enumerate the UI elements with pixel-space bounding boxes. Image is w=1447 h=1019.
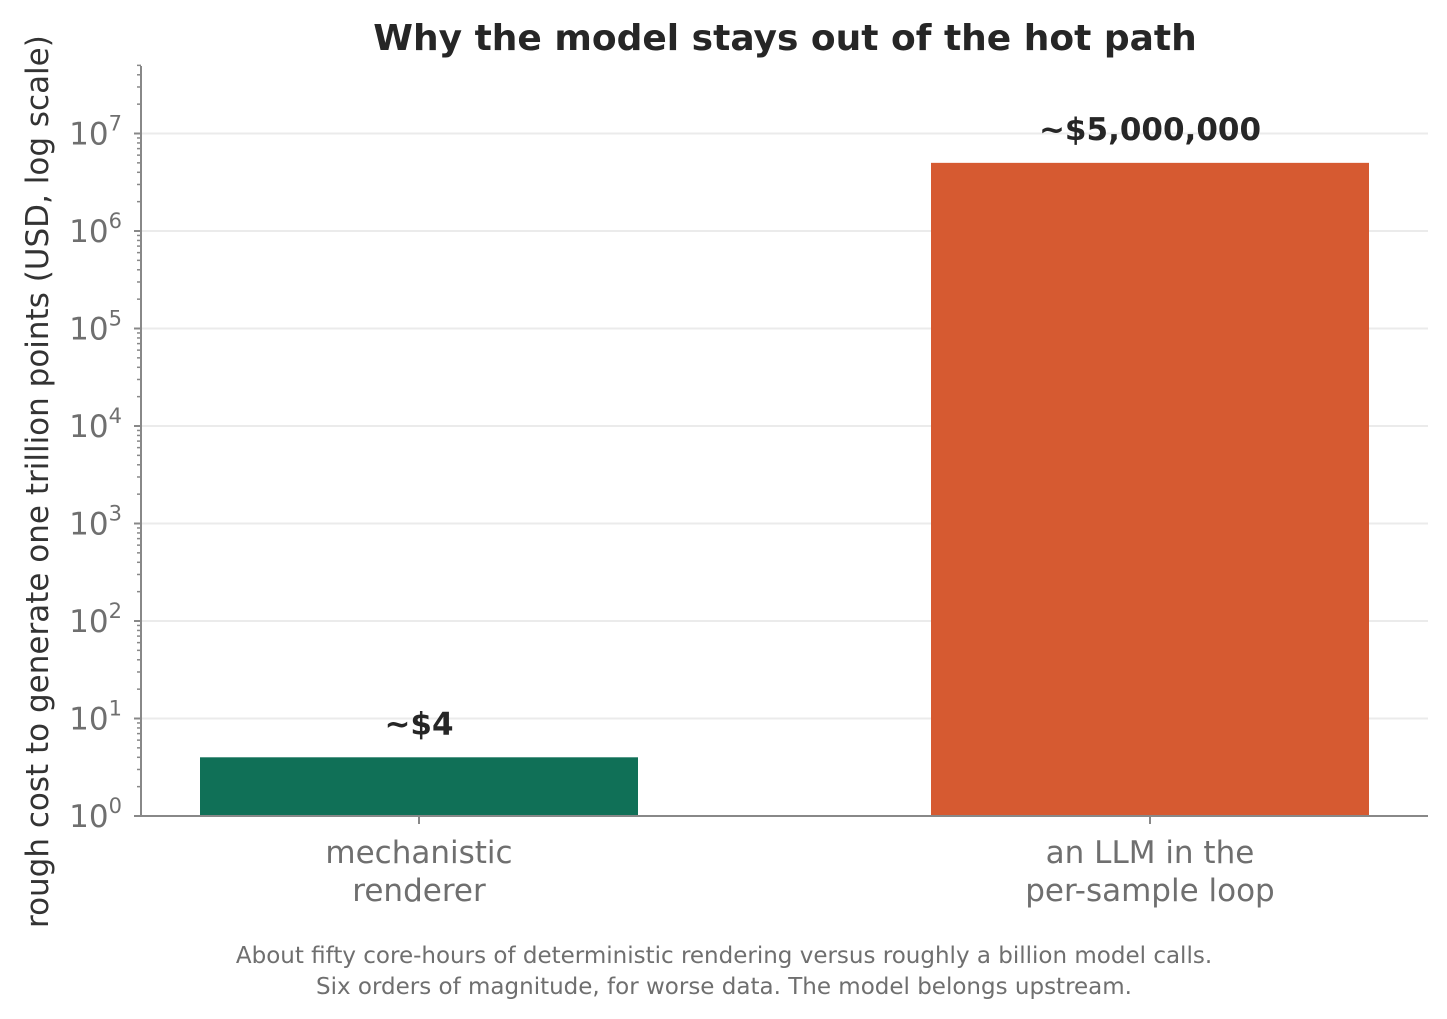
- chart-title: Why the model stays out of the hot path: [373, 18, 1197, 59]
- x-tick-label: mechanistic: [325, 835, 512, 871]
- data-label: ~$5,000,000: [1039, 112, 1261, 148]
- y-tick-label: 103: [69, 502, 122, 543]
- x-tick-label: renderer: [352, 873, 486, 909]
- bars: [200, 162, 1369, 817]
- y-tick-label: 105: [69, 307, 122, 348]
- y-tick-label: 106: [69, 209, 122, 250]
- grid-lines: [141, 132, 1428, 720]
- y-tick-label: 102: [69, 599, 122, 640]
- x-tick-label: an LLM in the: [1046, 835, 1255, 871]
- data-label: ~$4: [384, 706, 453, 742]
- data-labels: ~$4 ~$5,000,000: [384, 112, 1261, 742]
- bar: [200, 757, 638, 816]
- caption: About fifty core-hours of deterministic …: [236, 943, 1212, 1000]
- y-tick-label: 100: [69, 794, 122, 835]
- y-tick-label: 107: [69, 112, 122, 153]
- bar: [931, 162, 1369, 817]
- caption-line-2: Six orders of magnitude, for worse data.…: [316, 974, 1132, 1000]
- y-axis-label: rough cost to generate one trillion poin…: [20, 35, 56, 928]
- caption-line-1: About fifty core-hours of deterministic …: [236, 943, 1212, 969]
- y-tick-label: 101: [69, 697, 122, 738]
- y-tick-label: 104: [69, 404, 122, 445]
- y-ticks: 100 101 102 103 104 105 106 107: [69, 64, 141, 835]
- x-tick-label: per-sample loop: [1025, 873, 1274, 909]
